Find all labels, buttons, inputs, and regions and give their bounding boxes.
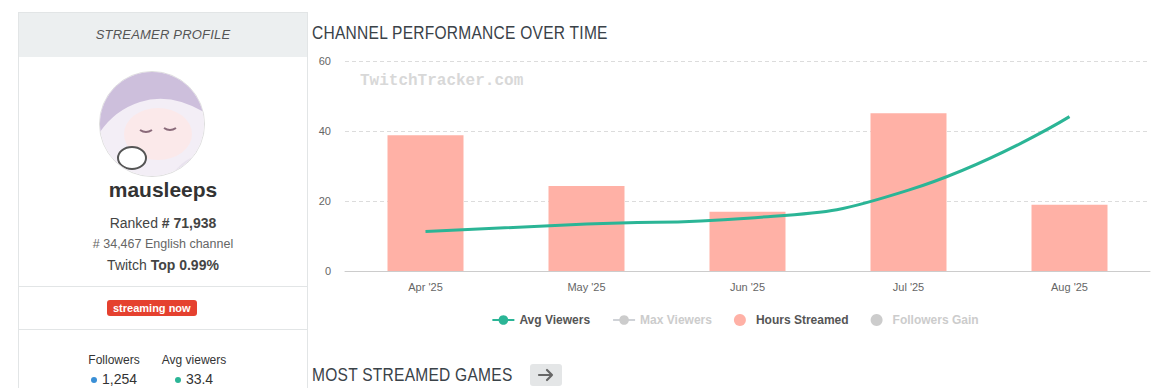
svg-text:Aug '25: Aug '25 bbox=[1051, 281, 1088, 293]
svg-text:40: 40 bbox=[319, 125, 331, 137]
html-text:1,254: 1,254 bbox=[102, 371, 137, 387]
svg-text:Followers Gain: Followers Gain bbox=[893, 313, 979, 327]
svg-text:0: 0 bbox=[325, 265, 331, 277]
svg-text:Avg Viewers: Avg Viewers bbox=[519, 313, 590, 327]
html-text:Avg viewers: Avg viewers bbox=[161, 353, 227, 367]
svg-text:Apr '25: Apr '25 bbox=[408, 281, 443, 293]
html-text:33.4: 33.4 bbox=[185, 371, 214, 387]
html-text:Ranked # 71,938: Ranked # 71,938 bbox=[109, 215, 217, 231]
svg-text:TwitchTracker.com: TwitchTracker.com bbox=[360, 72, 524, 90]
svg-text:60: 60 bbox=[319, 55, 331, 67]
html-text:Followers: Followers bbox=[88, 353, 140, 367]
html-text:CHANNEL PERFORMANCE OVER TIME: CHANNEL PERFORMANCE OVER TIME bbox=[312, 22, 608, 43]
svg-text:May '25: May '25 bbox=[567, 281, 605, 293]
html-text:MOST STREAMED GAMES: MOST STREAMED GAMES bbox=[312, 364, 513, 385]
svg-text:Jul '25: Jul '25 bbox=[893, 281, 924, 293]
svg-text:20: 20 bbox=[319, 195, 331, 207]
html-text:Twitch Top 0.99%: Twitch Top 0.99% bbox=[107, 257, 219, 273]
html-text:streaming now: streaming now bbox=[113, 302, 191, 314]
svg-text:Jun '25: Jun '25 bbox=[730, 281, 765, 293]
html-text:mausleeps: mausleeps bbox=[108, 178, 218, 201]
html-text:STREAMER PROFILE: STREAMER PROFILE bbox=[95, 27, 231, 42]
html-text:# 34,467 English channel: # 34,467 English channel bbox=[92, 237, 234, 251]
svg-text:Max Viewers: Max Viewers bbox=[640, 313, 712, 327]
svg-text:Hours Streamed: Hours Streamed bbox=[756, 313, 849, 327]
